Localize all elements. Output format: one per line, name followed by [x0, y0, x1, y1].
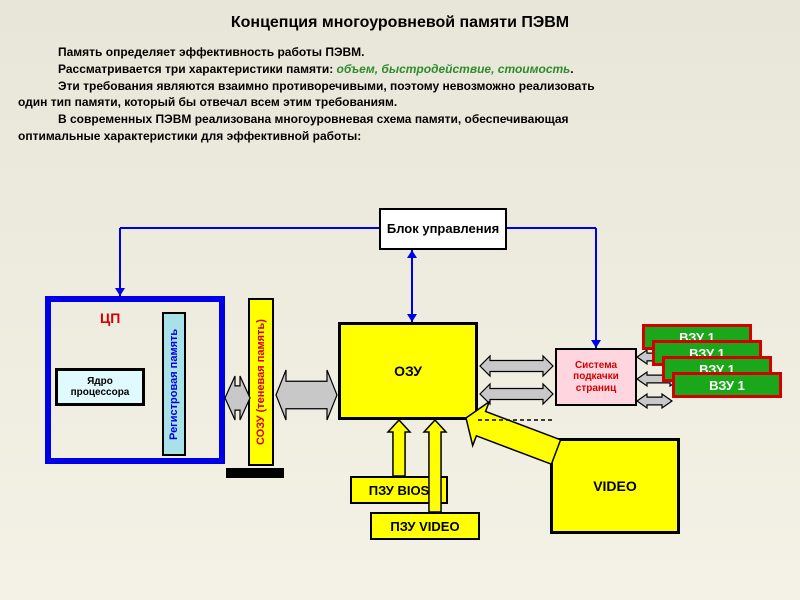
video-block: VIDEO — [550, 438, 680, 534]
cpu-core: Ядро процессора — [55, 368, 145, 406]
intro-paragraph: Память определяет эффективность работы П… — [18, 44, 778, 145]
paging-system: Система подкачки страниц — [555, 348, 637, 406]
pzu-video: ПЗУ VIDEO — [370, 512, 480, 540]
external-storage-4: ВЗУ 1 — [672, 372, 782, 398]
control-block: Блок управления — [379, 208, 507, 250]
shadow-bar — [226, 468, 284, 478]
cpu-label: ЦП — [100, 310, 120, 326]
cache-memory: СОЗУ (теневая память) — [248, 298, 274, 466]
register-memory: Регистровая память — [162, 312, 186, 456]
pzu-bios: ПЗУ BIOS — [350, 476, 448, 504]
ram-block: ОЗУ — [338, 322, 478, 420]
page-title: Концепция многоуровневой памяти ПЭВМ — [0, 14, 800, 32]
